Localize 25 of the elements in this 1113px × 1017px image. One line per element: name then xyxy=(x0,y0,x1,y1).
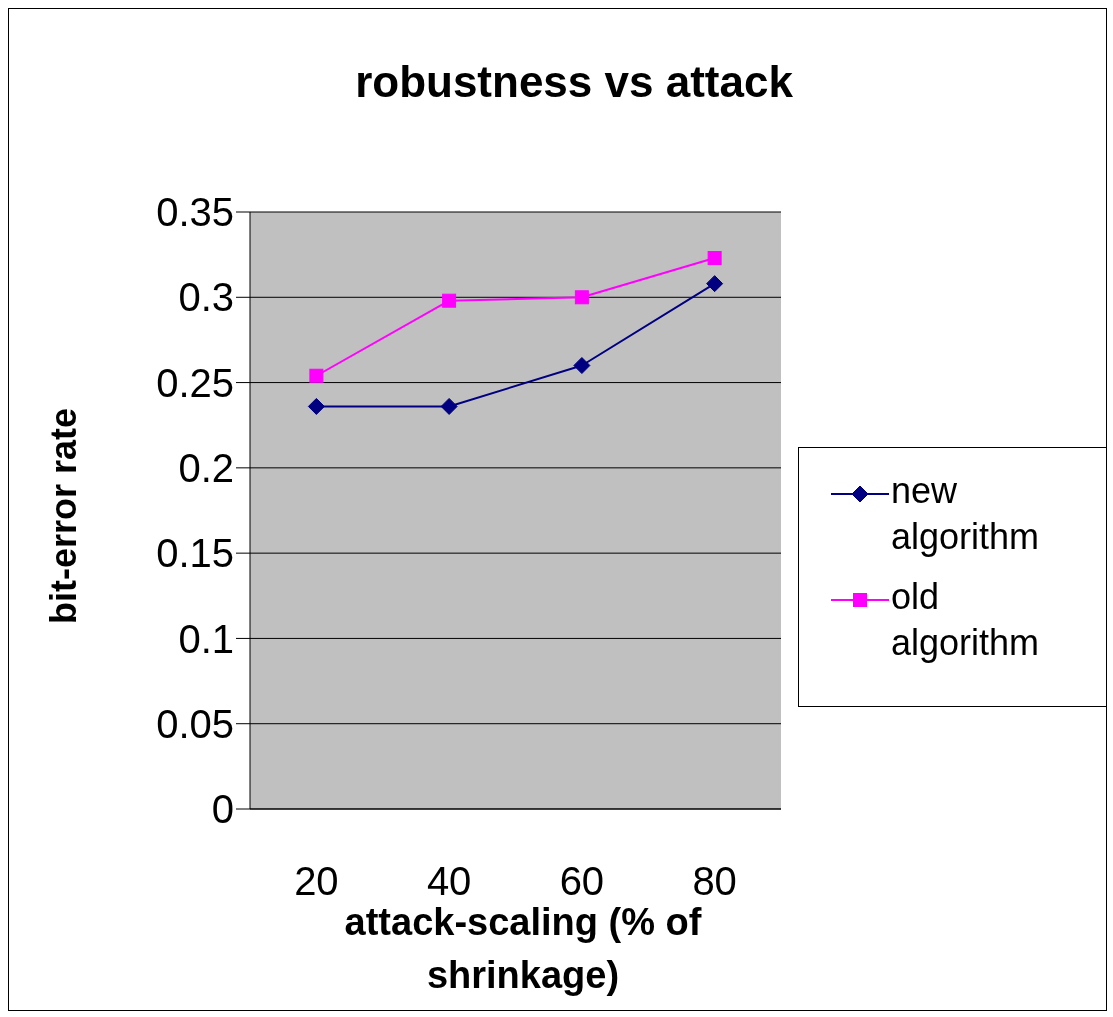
x-axis-title: attack-scaling (% of shrinkage) xyxy=(344,901,702,996)
y-tick-label: 0.25 xyxy=(156,360,234,405)
y-tick-label: 0.35 xyxy=(156,190,234,235)
y-tick-label: 0.1 xyxy=(178,616,234,661)
point xyxy=(706,275,724,293)
point xyxy=(707,251,722,266)
legend-label: old algorithm xyxy=(891,575,1041,665)
y-tick-label: 0.2 xyxy=(178,446,234,491)
y-tick-label: 0.05 xyxy=(156,701,234,746)
x-tick-label: 80 xyxy=(692,859,737,904)
point xyxy=(574,290,589,305)
x-tick-label: 40 xyxy=(426,859,472,904)
y-tick-label: 0 xyxy=(211,787,234,832)
x-tick-label: 60 xyxy=(559,859,605,904)
y-axis-title: bit-error rate xyxy=(43,406,85,627)
point xyxy=(573,357,591,375)
chart-title: robustness vs attack xyxy=(354,57,794,107)
x-tick-label: 20 xyxy=(294,859,339,904)
y-tick-label: 0.15 xyxy=(156,531,234,576)
y-tick-label: 0.3 xyxy=(178,275,234,320)
legend-label: new algorithm xyxy=(891,469,1041,559)
point xyxy=(440,397,458,415)
point xyxy=(309,368,324,383)
point xyxy=(442,293,457,308)
point xyxy=(307,397,325,415)
